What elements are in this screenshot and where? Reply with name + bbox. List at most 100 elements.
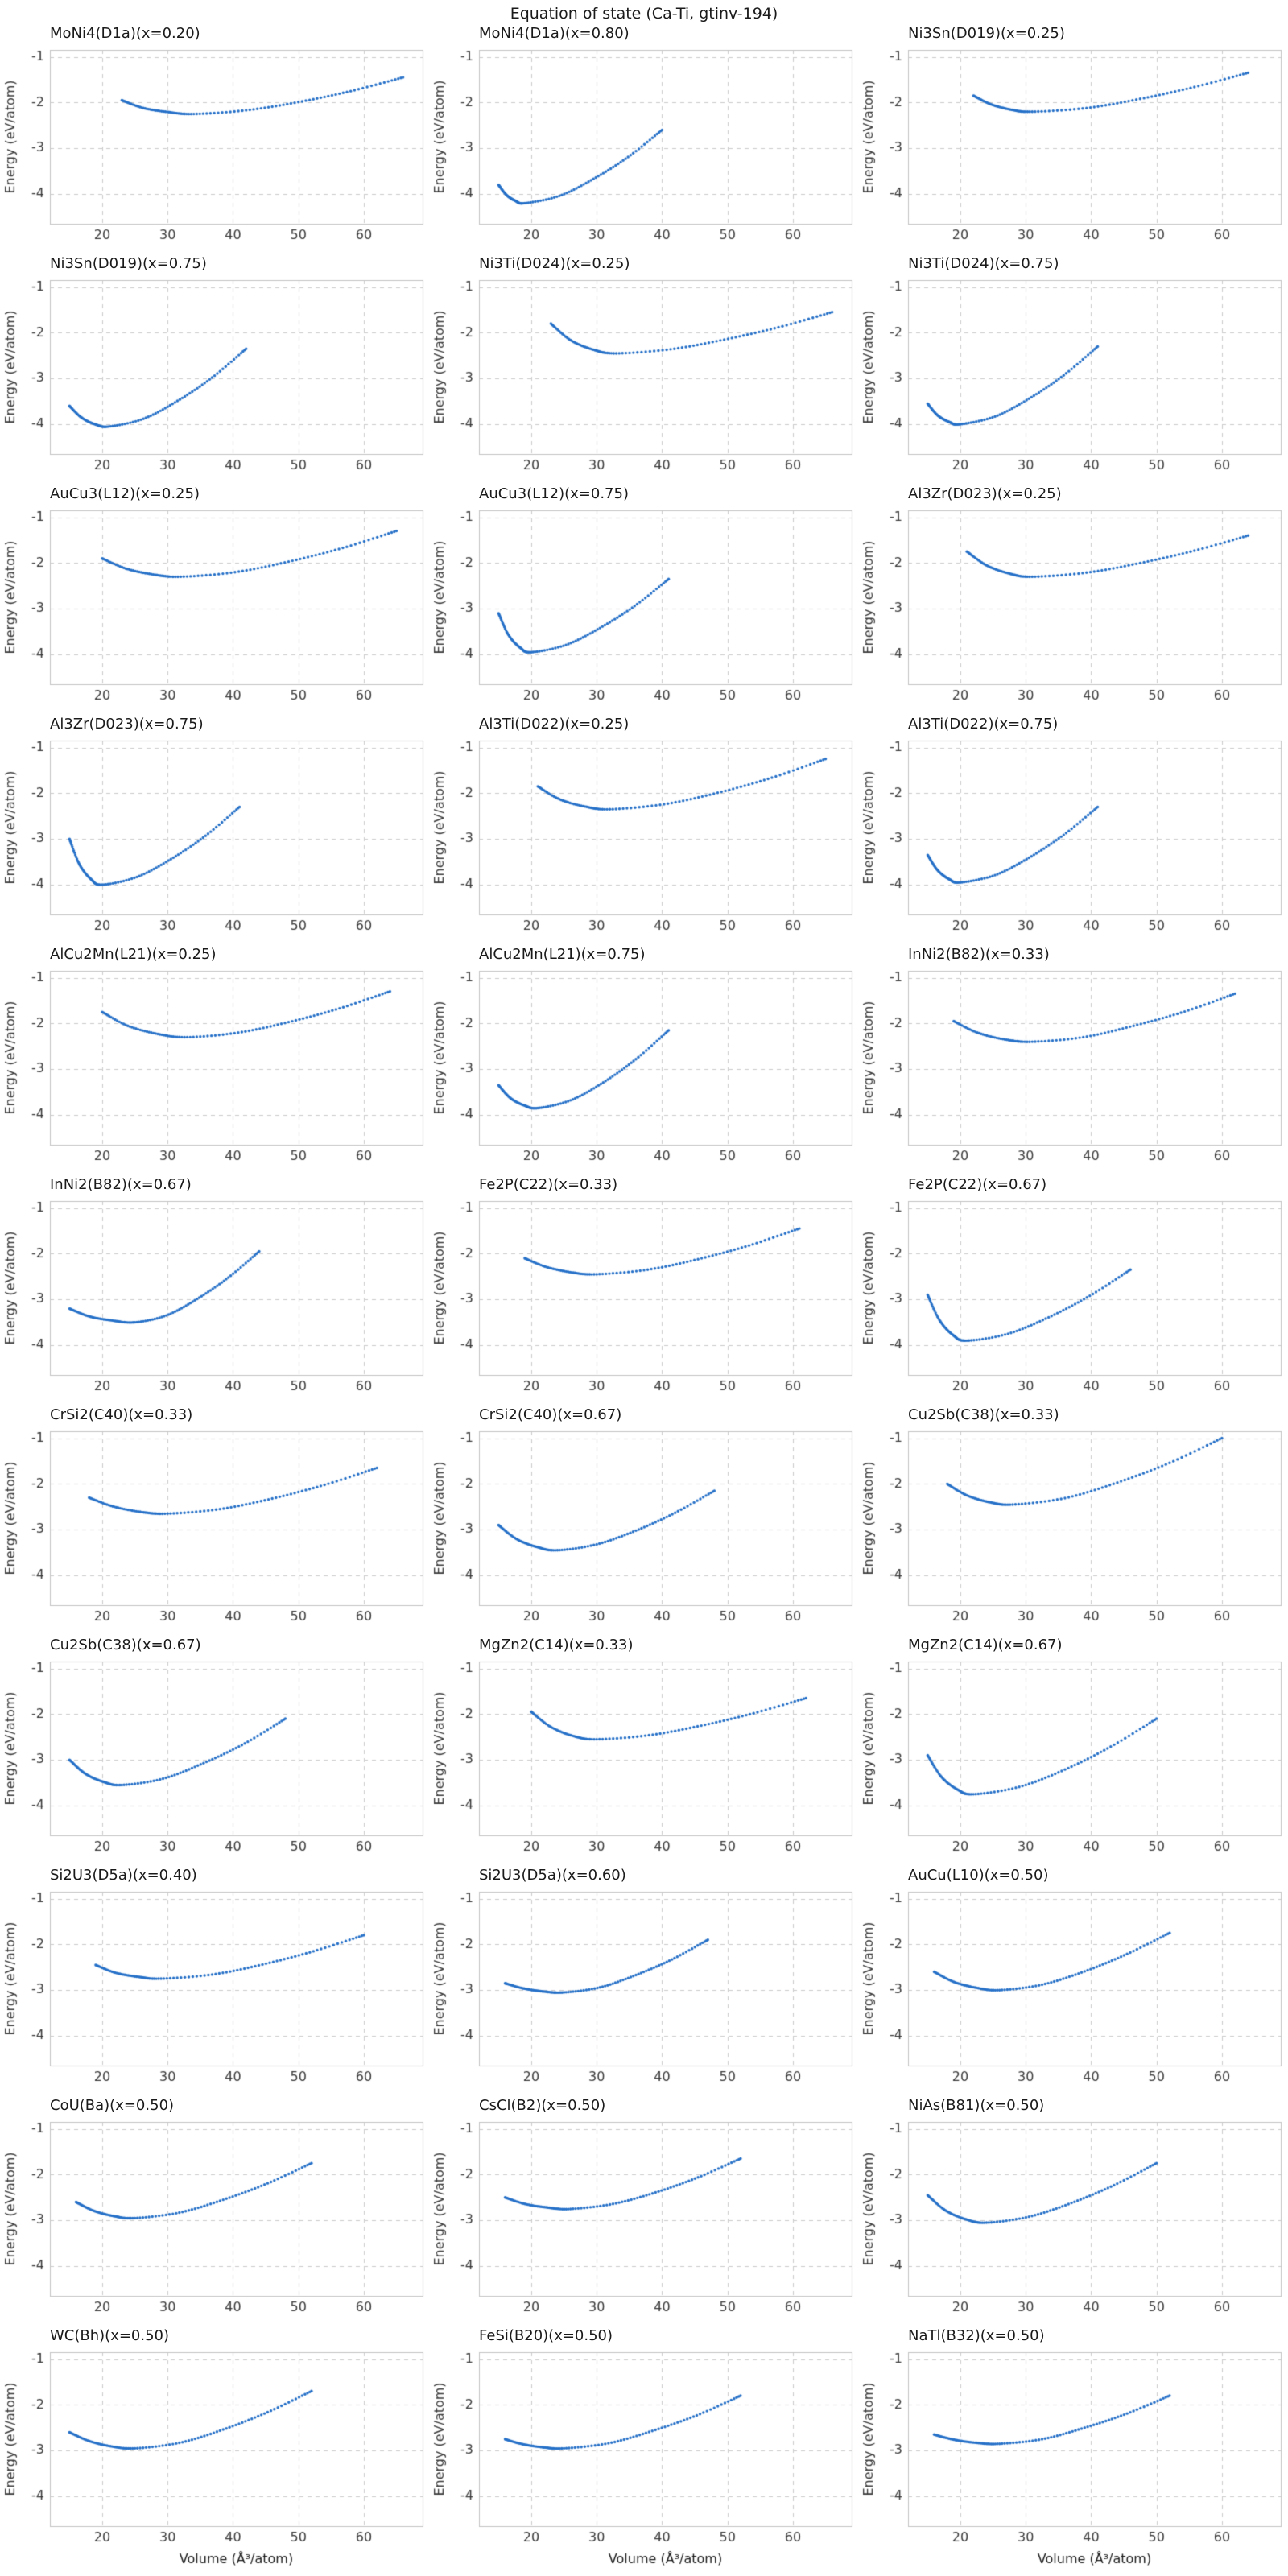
subplot: Al3Zr(D023)(x=0.75) bbox=[0, 715, 429, 939]
plot-canvas bbox=[858, 1885, 1287, 2090]
subplot-title: Cu2Sb(C38)(x=0.33) bbox=[908, 1406, 1059, 1423]
plot-canvas bbox=[429, 504, 858, 708]
subplot-title: NaTl(B32)(x=0.50) bbox=[908, 2327, 1045, 2344]
plot-canvas bbox=[858, 1195, 1287, 1399]
plot-canvas bbox=[858, 1655, 1287, 1860]
subplot-title: MoNi4(D1a)(x=0.20) bbox=[50, 25, 200, 42]
subplot-title: AuCu3(L12)(x=0.75) bbox=[479, 485, 629, 502]
subplot: AuCu3(L12)(x=0.75) bbox=[429, 485, 858, 708]
subplot: CrSi2(C40)(x=0.33) bbox=[0, 1406, 429, 1629]
plot-canvas bbox=[0, 2346, 429, 2576]
subplot-title: Ni3Sn(D019)(x=0.25) bbox=[908, 25, 1065, 42]
figure-suptitle: Equation of state (Ca-Ti, gtinv-194) bbox=[510, 5, 778, 23]
subplot-title: Si2U3(D5a)(x=0.40) bbox=[50, 1867, 197, 1884]
subplot-title: CsCl(B2)(x=0.50) bbox=[479, 2097, 606, 2114]
plot-canvas bbox=[429, 1885, 858, 2090]
subplot-title: Ni3Ti(D024)(x=0.75) bbox=[908, 255, 1059, 272]
plot-canvas bbox=[429, 734, 858, 939]
subplot-title: Al3Zr(D023)(x=0.75) bbox=[50, 716, 204, 733]
plot-canvas bbox=[0, 43, 429, 248]
subplot-title: Al3Zr(D023)(x=0.25) bbox=[908, 485, 1062, 502]
subplot: Cu2Sb(C38)(x=0.33) bbox=[858, 1406, 1287, 1629]
subplot: Ni3Sn(D019)(x=0.25) bbox=[858, 24, 1287, 248]
plot-canvas bbox=[858, 2346, 1287, 2576]
subplot: NiAs(B81)(x=0.50) bbox=[858, 2096, 1287, 2320]
plot-canvas bbox=[0, 1425, 429, 1629]
plot-canvas bbox=[858, 43, 1287, 248]
subplot: MgZn2(C14)(x=0.33) bbox=[429, 1636, 858, 1860]
plot-canvas bbox=[0, 964, 429, 1169]
subplot: CsCl(B2)(x=0.50) bbox=[429, 2096, 858, 2320]
plot-canvas bbox=[858, 964, 1287, 1169]
subplot: CoU(Ba)(x=0.50) bbox=[0, 2096, 429, 2320]
subplot: Ni3Ti(D024)(x=0.75) bbox=[858, 254, 1287, 478]
subplot-title: CrSi2(C40)(x=0.33) bbox=[50, 1406, 193, 1423]
subplot-title: Ni3Ti(D024)(x=0.25) bbox=[479, 255, 630, 272]
subplot: Fe2P(C22)(x=0.33) bbox=[429, 1175, 858, 1399]
subplot: Ni3Ti(D024)(x=0.25) bbox=[429, 254, 858, 478]
charts-grid: MoNi4(D1a)(x=0.20) MoNi4(D1a)(x=0.80) Ni… bbox=[0, 24, 1288, 2576]
subplot-title: WC(Bh)(x=0.50) bbox=[50, 2327, 170, 2344]
subplot: Al3Zr(D023)(x=0.25) bbox=[858, 485, 1287, 708]
subplot: Fe2P(C22)(x=0.67) bbox=[858, 1175, 1287, 1399]
plot-canvas bbox=[858, 274, 1287, 478]
subplot-title: Al3Ti(D022)(x=0.25) bbox=[479, 716, 630, 733]
plot-canvas bbox=[429, 43, 858, 248]
subplot-title: MoNi4(D1a)(x=0.80) bbox=[479, 25, 630, 42]
subplot-title: InNi2(B82)(x=0.67) bbox=[50, 1176, 192, 1193]
subplot: MoNi4(D1a)(x=0.80) bbox=[429, 24, 858, 248]
plot-canvas bbox=[0, 1195, 429, 1399]
subplot-title: AuCu(L10)(x=0.50) bbox=[908, 1867, 1049, 1884]
plot-canvas bbox=[858, 504, 1287, 708]
subplot: InNi2(B82)(x=0.33) bbox=[858, 945, 1287, 1169]
subplot-title: Fe2P(C22)(x=0.33) bbox=[479, 1176, 618, 1193]
plot-canvas bbox=[0, 734, 429, 939]
plot-canvas bbox=[429, 1425, 858, 1629]
subplot-title: FeSi(B20)(x=0.50) bbox=[479, 2327, 613, 2344]
subplot-title: CoU(Ba)(x=0.50) bbox=[50, 2097, 175, 2114]
subplot-title: AlCu2Mn(L21)(x=0.75) bbox=[479, 946, 646, 963]
subplot-title: Ni3Sn(D019)(x=0.75) bbox=[50, 255, 207, 272]
subplot-title: NiAs(B81)(x=0.50) bbox=[908, 2097, 1045, 2114]
plot-canvas bbox=[0, 1885, 429, 2090]
subplot: CrSi2(C40)(x=0.67) bbox=[429, 1406, 858, 1629]
plot-canvas bbox=[429, 274, 858, 478]
subplot-title: Fe2P(C22)(x=0.67) bbox=[908, 1176, 1047, 1193]
subplot: AlCu2Mn(L21)(x=0.25) bbox=[0, 945, 429, 1169]
plot-canvas bbox=[858, 1425, 1287, 1629]
plot-canvas bbox=[858, 734, 1287, 939]
subplot: AlCu2Mn(L21)(x=0.75) bbox=[429, 945, 858, 1169]
plot-canvas bbox=[0, 1655, 429, 1860]
subplot: WC(Bh)(x=0.50) bbox=[0, 2326, 429, 2576]
plot-canvas bbox=[0, 274, 429, 478]
plot-canvas bbox=[0, 504, 429, 708]
plot-canvas bbox=[0, 2116, 429, 2320]
subplot: MgZn2(C14)(x=0.67) bbox=[858, 1636, 1287, 1860]
plot-canvas bbox=[429, 1655, 858, 1860]
subplot: AuCu(L10)(x=0.50) bbox=[858, 1866, 1287, 2090]
subplot: InNi2(B82)(x=0.67) bbox=[0, 1175, 429, 1399]
subplot: Cu2Sb(C38)(x=0.67) bbox=[0, 1636, 429, 1860]
subplot-title: AuCu3(L12)(x=0.25) bbox=[50, 485, 200, 502]
subplot: NaTl(B32)(x=0.50) bbox=[858, 2326, 1287, 2576]
subplot: Al3Ti(D022)(x=0.75) bbox=[858, 715, 1287, 939]
plot-canvas bbox=[858, 2116, 1287, 2320]
subplot: Ni3Sn(D019)(x=0.75) bbox=[0, 254, 429, 478]
subplot: AuCu3(L12)(x=0.25) bbox=[0, 485, 429, 708]
subplot-title: Si2U3(D5a)(x=0.60) bbox=[479, 1867, 626, 1884]
subplot-title: AlCu2Mn(L21)(x=0.25) bbox=[50, 946, 217, 963]
subplot-title: MgZn2(C14)(x=0.33) bbox=[479, 1637, 634, 1653]
subplot: Si2U3(D5a)(x=0.40) bbox=[0, 1866, 429, 2090]
plot-canvas bbox=[429, 2346, 858, 2576]
subplot-title: InNi2(B82)(x=0.33) bbox=[908, 946, 1050, 963]
subplot-title: MgZn2(C14)(x=0.67) bbox=[908, 1637, 1063, 1653]
plot-canvas bbox=[429, 1195, 858, 1399]
subplot-title: Cu2Sb(C38)(x=0.67) bbox=[50, 1637, 201, 1653]
subplot-title: Al3Ti(D022)(x=0.75) bbox=[908, 716, 1059, 733]
plot-canvas bbox=[429, 964, 858, 1169]
plot-canvas bbox=[429, 2116, 858, 2320]
subplot: Si2U3(D5a)(x=0.60) bbox=[429, 1866, 858, 2090]
subplot-title: CrSi2(C40)(x=0.67) bbox=[479, 1406, 622, 1423]
subplot: FeSi(B20)(x=0.50) bbox=[429, 2326, 858, 2576]
